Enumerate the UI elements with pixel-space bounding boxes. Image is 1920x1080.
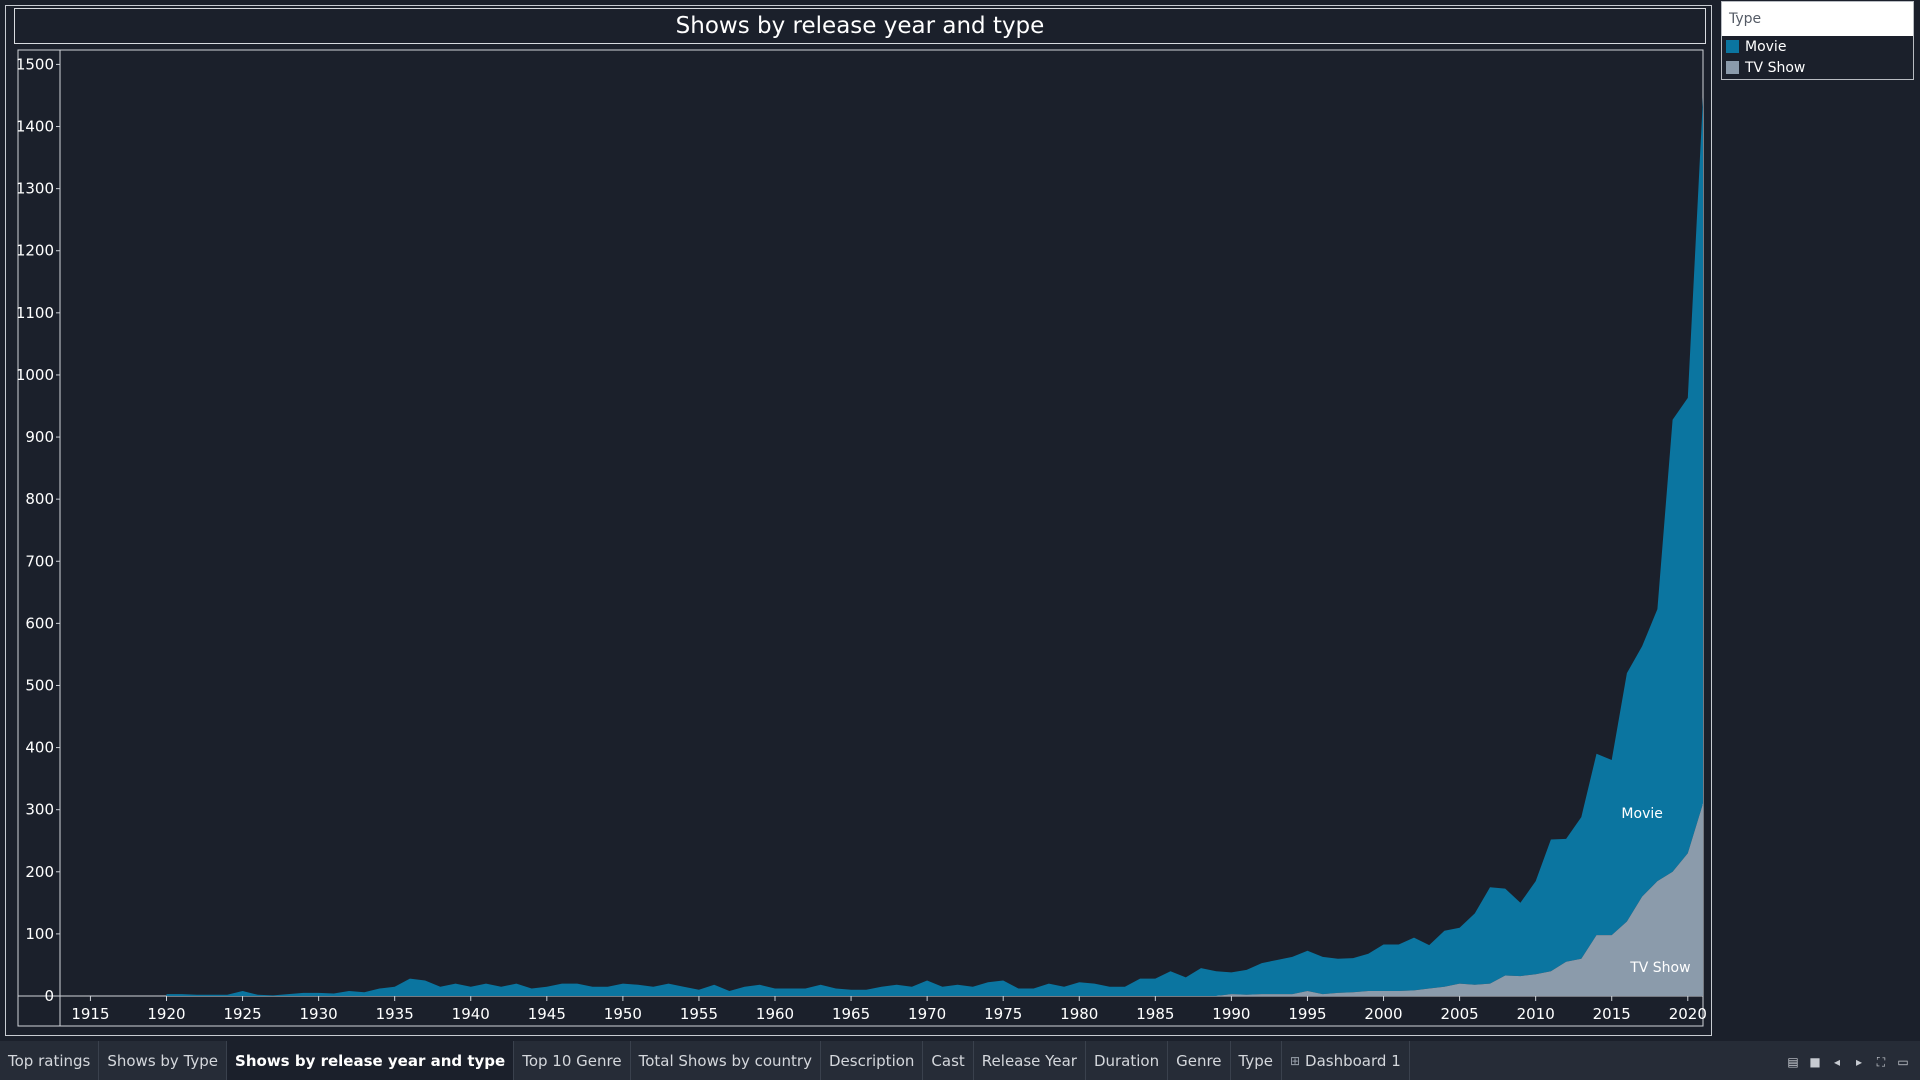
x-tick-label: 1925: [223, 1005, 261, 1023]
movie-area-label: Movie: [1621, 806, 1662, 822]
x-tick-label: 1985: [1136, 1005, 1174, 1023]
y-tick-label: 400: [25, 739, 54, 757]
sheet-tab-bar: Top ratings Shows by Type Shows by relea…: [0, 1041, 1920, 1080]
y-tick-label: 200: [25, 863, 54, 881]
tab-genre[interactable]: Genre: [1168, 1041, 1231, 1080]
tab-label: Duration: [1093, 1051, 1160, 1070]
legend-item-tv-show[interactable]: TV Show: [1722, 57, 1913, 78]
tab-label: Total Shows by country: [638, 1051, 812, 1070]
chart-title: Shows by release year and type: [14, 8, 1706, 44]
y-tick-label: 700: [25, 552, 54, 570]
tab-shows-by-release-year-and-type[interactable]: Shows by release year and type: [227, 1041, 515, 1080]
legend-label-movie: Movie: [1745, 38, 1787, 55]
tab-cast[interactable]: Cast: [923, 1041, 974, 1080]
tab-label: Top ratings: [8, 1051, 91, 1070]
y-tick-label: 1500: [16, 55, 54, 73]
tv-show-area-label: TV Show: [1629, 960, 1690, 976]
x-tick-label: 1935: [376, 1005, 414, 1023]
y-tick-label: 0: [44, 987, 54, 1005]
x-tick-label: 1940: [452, 1005, 490, 1023]
x-tick-label: 1995: [1288, 1005, 1326, 1023]
x-tick-label: 1990: [1212, 1005, 1250, 1023]
show-filmstrip-icon[interactable]: ■: [1809, 1055, 1821, 1069]
tab-type[interactable]: Type: [1231, 1041, 1282, 1080]
tab-label: Dashboard 1: [1305, 1051, 1401, 1070]
y-tick-label: 600: [25, 614, 54, 632]
y-tick-label: 1000: [16, 366, 54, 384]
tab-description[interactable]: Description: [821, 1041, 924, 1080]
tab-label: Shows by Type: [107, 1051, 219, 1070]
area-chart[interactable]: 1915 1920 1925 1930 1935 1940 1945 1950 1955 1960…: [0, 0, 1712, 1036]
x-tick-label: 1950: [604, 1005, 642, 1023]
tab-shows-by-type[interactable]: Shows by Type: [99, 1041, 228, 1080]
tab-label: Description: [828, 1051, 915, 1070]
tab-release-year[interactable]: Release Year: [974, 1041, 1086, 1080]
next-sheet-icon[interactable]: ▸: [1855, 1055, 1863, 1069]
movie-swatch-icon: [1726, 40, 1739, 53]
dashboard-icon: ⊞: [1289, 1053, 1301, 1068]
x-tick-label: 1915: [71, 1005, 109, 1023]
y-tick-label: 800: [25, 490, 54, 508]
tab-label: Genre: [1176, 1051, 1222, 1070]
y-tick-label: 1400: [16, 118, 54, 136]
legend-item-movie[interactable]: Movie: [1722, 36, 1913, 57]
plot-border: [17, 49, 1704, 1027]
tab-duration[interactable]: Duration: [1086, 1041, 1169, 1080]
presentation-icon[interactable]: ▭: [1897, 1055, 1909, 1069]
tab-total-shows-by-country[interactable]: Total Shows by country: [631, 1041, 821, 1080]
x-tick-label: 1980: [1060, 1005, 1098, 1023]
movie-area: [166, 97, 1703, 997]
tv-show-swatch-icon: [1726, 61, 1739, 74]
x-tick-label: 2020: [1669, 1005, 1707, 1023]
fit-icon[interactable]: ⛶: [1876, 1055, 1886, 1069]
tab-top-ratings[interactable]: Top ratings: [0, 1041, 100, 1080]
worksheet-frame: [5, 5, 1712, 1036]
x-tick-label: 2010: [1517, 1005, 1555, 1023]
x-tick-label: 2000: [1364, 1005, 1402, 1023]
y-tick-label: 500: [25, 676, 54, 694]
x-tick-label: 1920: [147, 1005, 185, 1023]
x-tick-label: 1945: [528, 1005, 566, 1023]
y-tick-label: 1300: [16, 180, 54, 198]
prev-sheet-icon[interactable]: ◂: [1833, 1055, 1841, 1069]
tab-label: Top 10 Genre: [522, 1051, 622, 1070]
tab-label: Release Year: [981, 1051, 1077, 1070]
y-tick-label: 300: [25, 801, 54, 819]
x-tick-label: 2005: [1440, 1005, 1478, 1023]
tab-controls: ▤ ■ ◂ ▸ ⛶ ▭: [1786, 1055, 1910, 1070]
tab-label: Shows by release year and type: [235, 1051, 506, 1070]
legend-label-tv-show: TV Show: [1745, 59, 1806, 76]
tab-label: Cast: [931, 1051, 965, 1070]
x-tick-label: 1960: [756, 1005, 794, 1023]
legend-title: Type: [1722, 2, 1913, 36]
type-legend: Type Movie TV Show: [1721, 1, 1914, 80]
y-tick-label: 1200: [16, 242, 54, 260]
tab-top-10-genre[interactable]: Top 10 Genre: [514, 1041, 631, 1080]
tab-dashboard-1[interactable]: ⊞ Dashboard 1: [1282, 1041, 1410, 1080]
x-tick-label: 2015: [1593, 1005, 1631, 1023]
tv-show-area: [166, 803, 1703, 996]
x-tick-label: 1975: [984, 1005, 1022, 1023]
x-tick-label: 1930: [300, 1005, 338, 1023]
x-tick-label: 1965: [832, 1005, 870, 1023]
y-tick-label: 900: [25, 428, 54, 446]
show-tabs-icon[interactable]: ▤: [1787, 1055, 1799, 1069]
y-tick-label: 1100: [16, 304, 54, 322]
x-tick-label: 1955: [680, 1005, 718, 1023]
tab-label: Type: [1238, 1051, 1273, 1070]
y-tick-label: 100: [25, 925, 54, 943]
x-tick-label: 1970: [908, 1005, 946, 1023]
